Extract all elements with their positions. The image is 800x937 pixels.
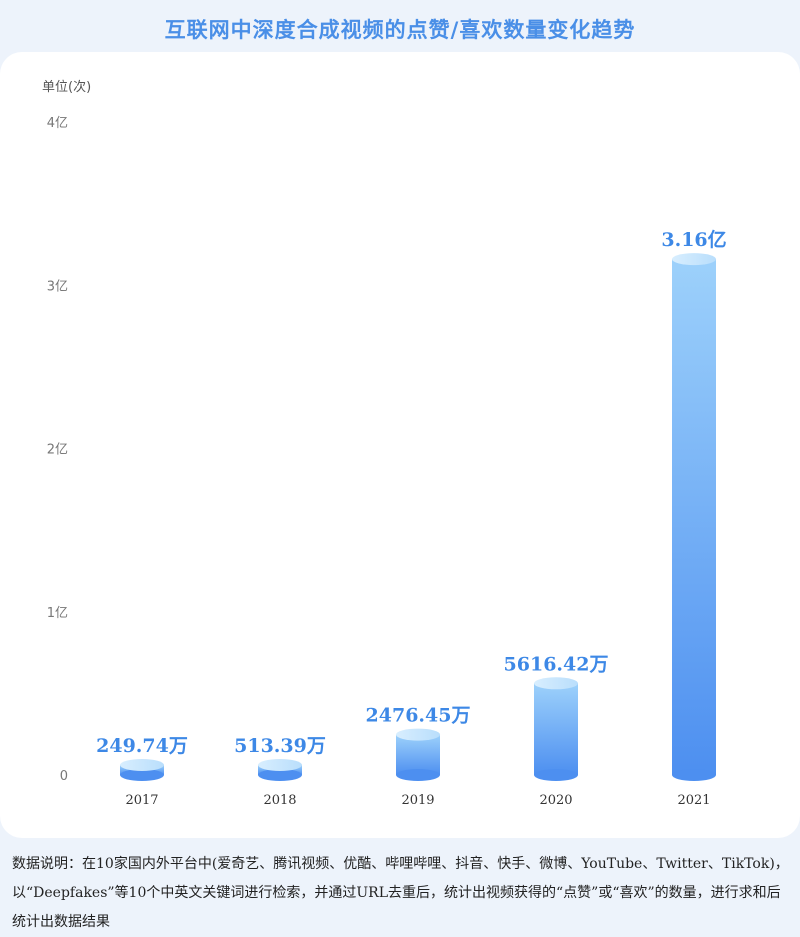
bar-base	[120, 769, 164, 781]
y-tick-label: 0	[60, 769, 68, 784]
y-tick-label: 2亿	[47, 443, 68, 458]
bar-cap	[120, 759, 164, 771]
data-label: 5616.42万	[504, 653, 609, 675]
bar-cap	[396, 728, 440, 741]
data-label: 2476.45万	[366, 705, 471, 727]
y-tick-label: 4亿	[47, 116, 68, 131]
y-tick-label: 1亿	[47, 606, 68, 621]
data-label: 513.39万	[234, 735, 326, 757]
bar-cap	[258, 759, 302, 771]
bar-chart: 0 1亿 2亿 3亿 4亿 249.74万 2017 513.39万 2018 2476.45万…	[47, 116, 727, 808]
bar-cap	[672, 253, 716, 266]
bar-base	[396, 769, 440, 781]
x-tick-label: 2017	[125, 793, 158, 808]
data-note: 数据说明：在10家国内外平台中(爱奇艺、腾讯视频、优酷、哔哩哔哩、抖音、快手、微…	[12, 856, 789, 930]
data-label: 249.74万	[96, 735, 188, 757]
bar-2020	[534, 683, 578, 775]
x-tick-label: 2019	[401, 793, 434, 808]
chart-card	[0, 52, 800, 838]
bar-2019	[396, 734, 440, 775]
y-tick-label: 3亿	[47, 279, 68, 294]
data-label: 3.16亿	[661, 228, 726, 251]
y-unit-label: 单位(次)	[42, 80, 92, 95]
bar-base	[672, 769, 716, 781]
x-tick-label: 2021	[677, 793, 710, 808]
chart-title: 互联网中深度合成视频的点赞/喜欢数量变化趋势	[164, 18, 636, 42]
x-tick-label: 2020	[539, 793, 572, 808]
bar-cap	[534, 677, 578, 690]
x-tick-label: 2018	[263, 793, 296, 808]
bar-base	[258, 769, 302, 781]
bar-base	[534, 769, 578, 781]
bar-2021	[672, 259, 716, 775]
